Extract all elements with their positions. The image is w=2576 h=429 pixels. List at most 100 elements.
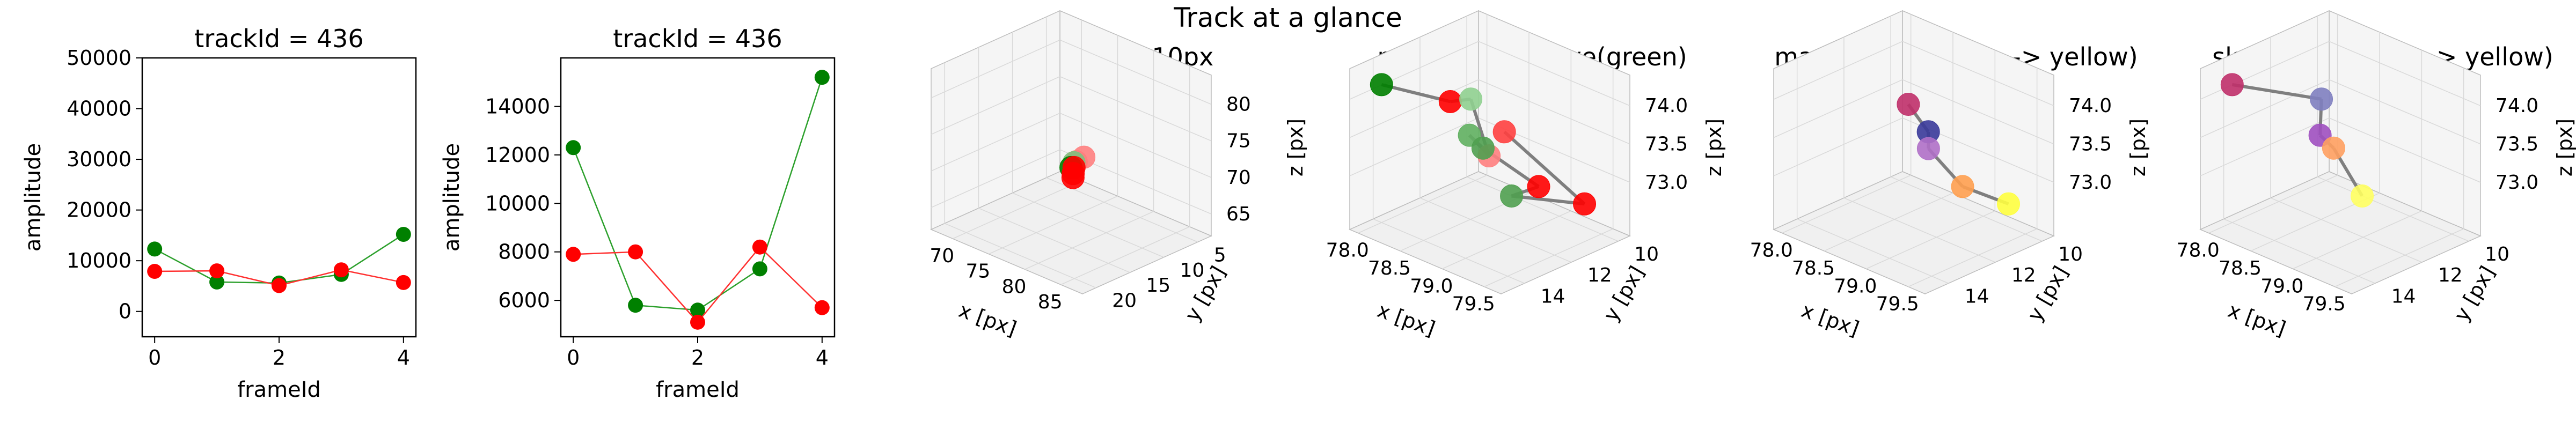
chart-title: trackId = 436 — [194, 24, 363, 53]
grid-line — [1902, 41, 2054, 106]
grid-line — [2200, 79, 2330, 138]
x-tick-label: 78.5 — [2219, 257, 2262, 279]
x-tick-label: 0 — [567, 346, 580, 369]
grid-line — [2329, 79, 2481, 145]
x-tick-label: 78.0 — [1326, 240, 1369, 262]
scatter-point — [1573, 192, 1597, 216]
data-point-red — [333, 262, 349, 278]
y-tick-label: 12 — [2011, 264, 2036, 286]
line-chart-1: trackId = 436 0 2 4 6000 8000 10000 12000 14000 f… — [440, 24, 836, 402]
data-point-red — [566, 247, 581, 262]
scatter3d-3: master(red) slave(green)78.078.579.079.5… — [1326, 10, 1726, 341]
grid-line — [1060, 226, 1190, 285]
x-tick-label: 2 — [691, 346, 704, 369]
grid-line — [931, 39, 1060, 99]
scatter-point — [2220, 73, 2244, 97]
x-tick-label: 85 — [1038, 291, 1063, 313]
z-tick-label: 73.5 — [2496, 134, 2538, 156]
grid-line — [2334, 228, 2464, 287]
x-tick-label: 70 — [930, 245, 954, 267]
y-tick-label: 12000 — [485, 143, 550, 167]
y-tick-label: 0 — [119, 300, 131, 323]
grid-line — [2329, 117, 2481, 183]
data-point-green — [396, 227, 411, 242]
grid-line — [1773, 41, 1903, 100]
data-point-red — [272, 278, 287, 293]
grid-line — [1843, 197, 1996, 263]
grid-line — [2329, 41, 2481, 106]
data-point-red — [396, 275, 411, 290]
grid-line — [2270, 197, 2423, 263]
grid-line — [2293, 210, 2422, 270]
x-tick-label: 79.5 — [2303, 293, 2346, 315]
grid-line — [1797, 218, 1949, 284]
grid-line — [1059, 76, 1212, 142]
data-point-green — [566, 140, 581, 156]
scatter-point — [1471, 136, 1495, 160]
z-tick-label: 65 — [1226, 203, 1251, 225]
z-tick-label: 70 — [1226, 167, 1251, 189]
scatter-point — [1492, 120, 1516, 144]
z-tick-label: 74.0 — [2496, 95, 2538, 117]
data-point-red — [690, 314, 705, 330]
data-point-green — [209, 274, 225, 290]
y-tick-label: 6000 — [498, 289, 550, 312]
z-tick-label: 74.0 — [2069, 95, 2112, 117]
z-tick-label: 73.0 — [2069, 172, 2112, 194]
grid-line — [1478, 41, 1630, 106]
x-axis-label: frameId — [656, 378, 740, 402]
y-tick-label: 12 — [2438, 264, 2463, 286]
z-axis-label: z [px] — [1284, 119, 1307, 176]
y-tick-label: 15 — [1146, 275, 1170, 297]
y-tick-label: 8000 — [498, 240, 550, 264]
chart-title: trackId = 436 — [613, 24, 782, 53]
grid-line — [978, 208, 1130, 273]
x-tick-label: 78.5 — [1792, 257, 1835, 279]
scatter-point — [1500, 184, 1524, 208]
z-tick-label: 73.0 — [2496, 172, 2538, 194]
scatter-point — [2310, 87, 2333, 111]
subplots: trackId = 436 0 2 4 0 10000 20000 30000 40000 500… — [21, 10, 2576, 402]
grid-line — [1349, 79, 1479, 138]
grid-line — [2208, 174, 2338, 234]
z-tick-label: 73.5 — [2069, 134, 2112, 156]
scatter-point — [1459, 87, 1483, 111]
y-tick-label: 20000 — [67, 198, 131, 222]
grid-line — [931, 76, 1060, 135]
pane-2 — [930, 171, 1212, 294]
y-tick-label: 10 — [1180, 260, 1205, 282]
grid-line — [1782, 174, 1911, 234]
grid-line — [989, 196, 1118, 255]
grid-line — [2223, 218, 2375, 284]
scatter-point — [1951, 175, 1974, 198]
y-tick-label: 14000 — [485, 94, 550, 118]
line-chart-0: trackId = 436 0 2 4 0 10000 20000 30000 40000 500… — [21, 24, 417, 402]
y-axis-label: amplitude — [21, 143, 46, 252]
grid-line — [1908, 228, 2037, 287]
x-tick-label: 79.0 — [2260, 275, 2303, 297]
scatter-point — [1527, 175, 1550, 198]
grid-line — [1012, 193, 1164, 258]
y-tick-label: 14 — [1541, 285, 1565, 307]
z-tick-label: 73.5 — [1645, 134, 1688, 156]
scatter3d-4: master (time: blue -> yellow)78.078.579.… — [1750, 10, 2150, 341]
data-point-red — [814, 300, 830, 315]
x-axis-label: frameId — [237, 378, 321, 402]
x-tick-label: 0 — [148, 346, 161, 369]
x-tick-label: 79.5 — [1876, 293, 1919, 315]
y-axis-label: amplitude — [440, 143, 464, 252]
z-axis-label: z [px] — [2126, 119, 2150, 176]
pane-2 — [2199, 171, 2482, 294]
track-connector — [1381, 83, 1451, 103]
grid-line — [1442, 210, 1571, 270]
z-axis-label: z [px] — [1702, 119, 1726, 176]
y-tick-label: 10 — [2058, 243, 2083, 265]
grid-line — [952, 180, 1082, 239]
data-point-green — [752, 261, 767, 277]
x-tick-label: 80 — [1002, 276, 1027, 298]
z-axis-label: z [px] — [2553, 119, 2576, 176]
y-tick-label: 30000 — [67, 147, 131, 171]
y-tick-label: 14 — [2391, 285, 2416, 307]
